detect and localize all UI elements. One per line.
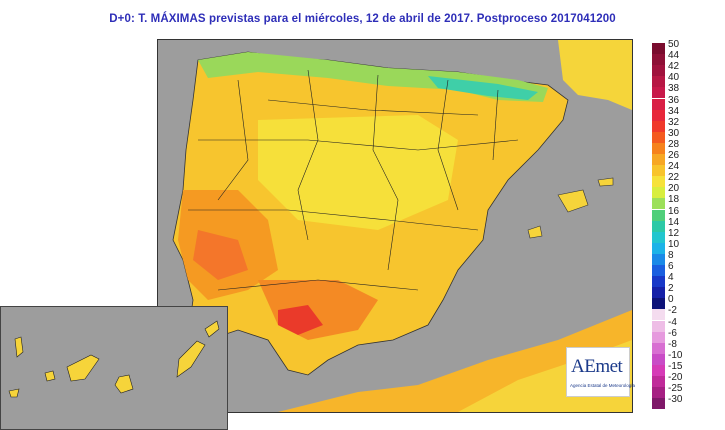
legend-label: 20 <box>668 183 680 195</box>
legend-label: 30 <box>668 127 680 139</box>
legend-swatch <box>652 309 665 321</box>
legend-label: -4 <box>668 316 677 328</box>
legend-swatch <box>652 398 665 410</box>
legend-swatch <box>652 387 665 399</box>
legend-swatch <box>652 209 665 221</box>
legend-swatch <box>652 242 665 254</box>
legend-swatch <box>652 231 665 243</box>
legend-label: 2 <box>668 283 674 295</box>
legend-swatch <box>652 364 665 376</box>
legend-swatch <box>652 287 665 299</box>
legend-swatch <box>652 331 665 343</box>
legend-label: 6 <box>668 261 674 272</box>
legend-swatch <box>652 120 665 132</box>
legend-swatch <box>652 376 665 387</box>
el-hierro <box>8 388 20 398</box>
lanzarote <box>204 320 220 338</box>
legend-label: 8 <box>668 249 674 261</box>
legend-label: -20 <box>668 372 683 383</box>
map-title: D+0: T. MÁXIMAS previstas para el miérco… <box>109 13 616 25</box>
logo-subtitle: Agencia Estatal de Meteorología <box>570 383 636 388</box>
legend-label: 44 <box>668 50 680 62</box>
legend-label: 0 <box>668 294 674 306</box>
legend-label: 40 <box>668 72 680 84</box>
fuerteventura <box>176 340 206 378</box>
legend-label: 28 <box>668 138 680 150</box>
legend-swatch <box>652 154 665 165</box>
legend-swatch <box>652 142 665 154</box>
legend-label: 38 <box>668 83 680 95</box>
legend-label: -25 <box>668 383 683 395</box>
legend-label: 34 <box>668 105 680 117</box>
aemet-logo: AEmet Agencia Estatal de Meteorología <box>566 347 635 397</box>
legend-swatch <box>652 298 665 310</box>
legend-label: 4 <box>668 272 674 284</box>
legend-swatch <box>652 320 665 332</box>
legend-label: 10 <box>668 238 680 250</box>
ibiza <box>527 225 543 239</box>
legend-label: 50 <box>668 39 680 50</box>
legend-label: 42 <box>668 61 680 73</box>
legend-swatch <box>652 265 665 276</box>
legend-swatch <box>652 76 665 88</box>
legend-label: 32 <box>668 116 680 128</box>
la-palma <box>14 336 24 358</box>
iberia-map <box>157 39 633 413</box>
legend-swatch <box>652 342 665 354</box>
legend-swatch <box>652 353 665 365</box>
legend-label: 18 <box>668 194 680 206</box>
legend-label: 12 <box>668 227 680 239</box>
legend-label: 16 <box>668 205 680 217</box>
legend-label: 36 <box>668 94 680 106</box>
legend-swatch <box>652 187 665 199</box>
tenerife <box>66 354 100 382</box>
mallorca <box>557 189 589 213</box>
legend-swatch <box>652 131 665 143</box>
legend-swatch <box>652 176 665 188</box>
legend-label: -8 <box>668 338 677 350</box>
legend-swatch <box>652 43 665 54</box>
france-land <box>558 40 632 110</box>
legend-label: 22 <box>668 172 680 184</box>
legend-swatch <box>652 109 665 121</box>
legend-label: 26 <box>668 150 680 161</box>
gran-canaria <box>114 374 134 394</box>
legend-label: -6 <box>668 327 677 339</box>
la-gomera <box>44 370 56 382</box>
legend-swatch <box>652 165 665 177</box>
legend-swatch <box>652 198 665 210</box>
legend-label: -10 <box>668 349 683 361</box>
legend-swatch <box>652 65 665 77</box>
legend-swatch <box>652 220 665 232</box>
legend-swatch <box>652 98 665 110</box>
legend-swatch <box>652 87 665 99</box>
legend-swatch <box>652 253 665 265</box>
logo-name: AEmet <box>571 356 623 377</box>
legend-label: -2 <box>668 305 677 317</box>
legend-swatch <box>652 276 665 288</box>
menorca <box>597 177 614 187</box>
legend-label: -15 <box>668 360 683 372</box>
canary-islands-inset <box>0 306 228 430</box>
legend-label: 24 <box>668 161 680 173</box>
legend-label: 14 <box>668 216 680 228</box>
legend-swatch <box>652 54 665 66</box>
legend-label: -30 <box>668 394 683 406</box>
